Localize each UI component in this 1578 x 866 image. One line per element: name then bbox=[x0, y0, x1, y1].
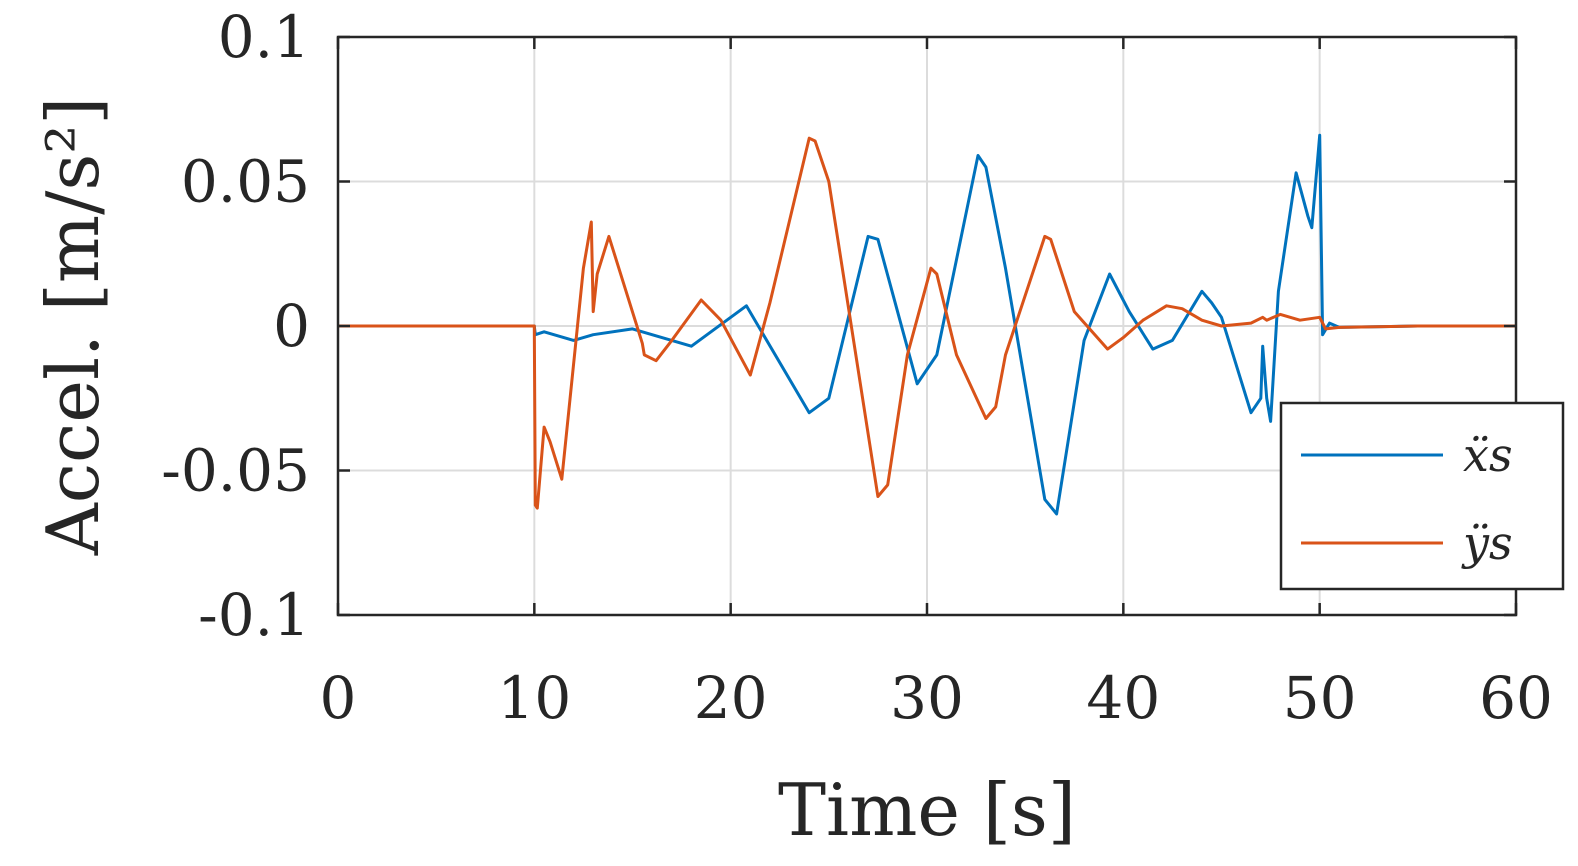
x-tick-label: 30 bbox=[890, 664, 964, 732]
y-tick-label: 0 bbox=[273, 292, 310, 360]
plot-area bbox=[338, 133, 1516, 516]
legend-box bbox=[1279, 401, 1565, 591]
y-axis-label: Accel. [m/s²] bbox=[31, 97, 115, 557]
legend-label-x-accel: ẍs bbox=[1463, 428, 1513, 482]
x-tick-label: 60 bbox=[1479, 664, 1553, 732]
legend: ẍs ÿs bbox=[1279, 401, 1565, 591]
x-tick-label: 20 bbox=[694, 664, 768, 732]
x-tick-label: 0 bbox=[320, 664, 357, 732]
x-tick-label: 10 bbox=[497, 664, 571, 732]
y-tick-label: 0.05 bbox=[181, 148, 310, 216]
x-axis-label: Time [s] bbox=[778, 768, 1076, 852]
series-line-0 bbox=[338, 133, 1516, 516]
y-tick-label: -0.05 bbox=[161, 437, 310, 505]
legend-label-y-accel: ÿs bbox=[1461, 516, 1513, 570]
axis-ticks: 0 10 20 30 40 50 60 -0.1 -0.05 0 0.05 0.1 bbox=[161, 3, 1553, 732]
y-tick-label: -0.1 bbox=[198, 581, 310, 649]
series-line-1 bbox=[338, 136, 1516, 510]
y-tick-label: 0.1 bbox=[218, 3, 310, 71]
x-tick-label: 50 bbox=[1283, 664, 1357, 732]
x-tick-label: 40 bbox=[1086, 664, 1160, 732]
